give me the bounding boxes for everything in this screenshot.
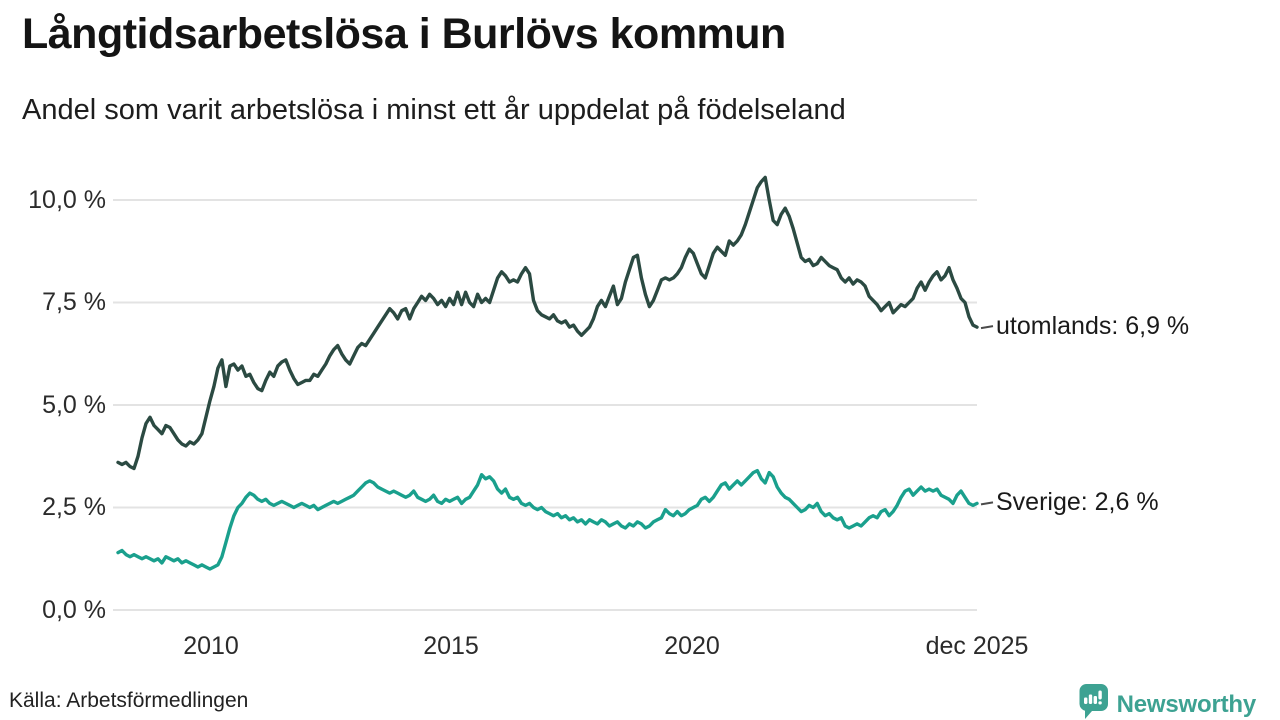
newsworthy-logo-icon — [1077, 684, 1108, 720]
page-subtitle: Andel som varit arbetslösa i minst ett å… — [22, 94, 846, 126]
y-tick-2-5: 2,5 % — [42, 493, 106, 521]
newsworthy-brand: Newsworthy — [1077, 684, 1256, 720]
y-tick-7-5: 7,5 % — [42, 288, 106, 316]
series-label-utomlands: utomlands: 6,9 % — [996, 312, 1190, 340]
x-tick-dec-2025: dec 2025 — [925, 632, 1029, 660]
leader-dashes — [980, 325, 994, 506]
source-note: Källa: Arbetsförmedlingen — [9, 689, 249, 712]
gridlines — [113, 199, 977, 611]
x-tick-2015: 2015 — [423, 632, 479, 660]
y-tick-0: 0,0 % — [42, 596, 106, 624]
y-tick-10: 10,0 % — [28, 186, 106, 214]
x-tick-2010: 2010 — [183, 632, 239, 660]
x-tick-2020: 2020 — [664, 632, 720, 660]
page-title: Långtidsarbetslösa i Burlövs kommun — [22, 10, 786, 58]
y-tick-5: 5,0 % — [42, 391, 106, 419]
series-label-sverige: Sverige: 2,6 % — [996, 488, 1159, 516]
series-lines — [116, 175, 979, 571]
newsworthy-wordmark: Newsworthy — [1116, 690, 1257, 718]
